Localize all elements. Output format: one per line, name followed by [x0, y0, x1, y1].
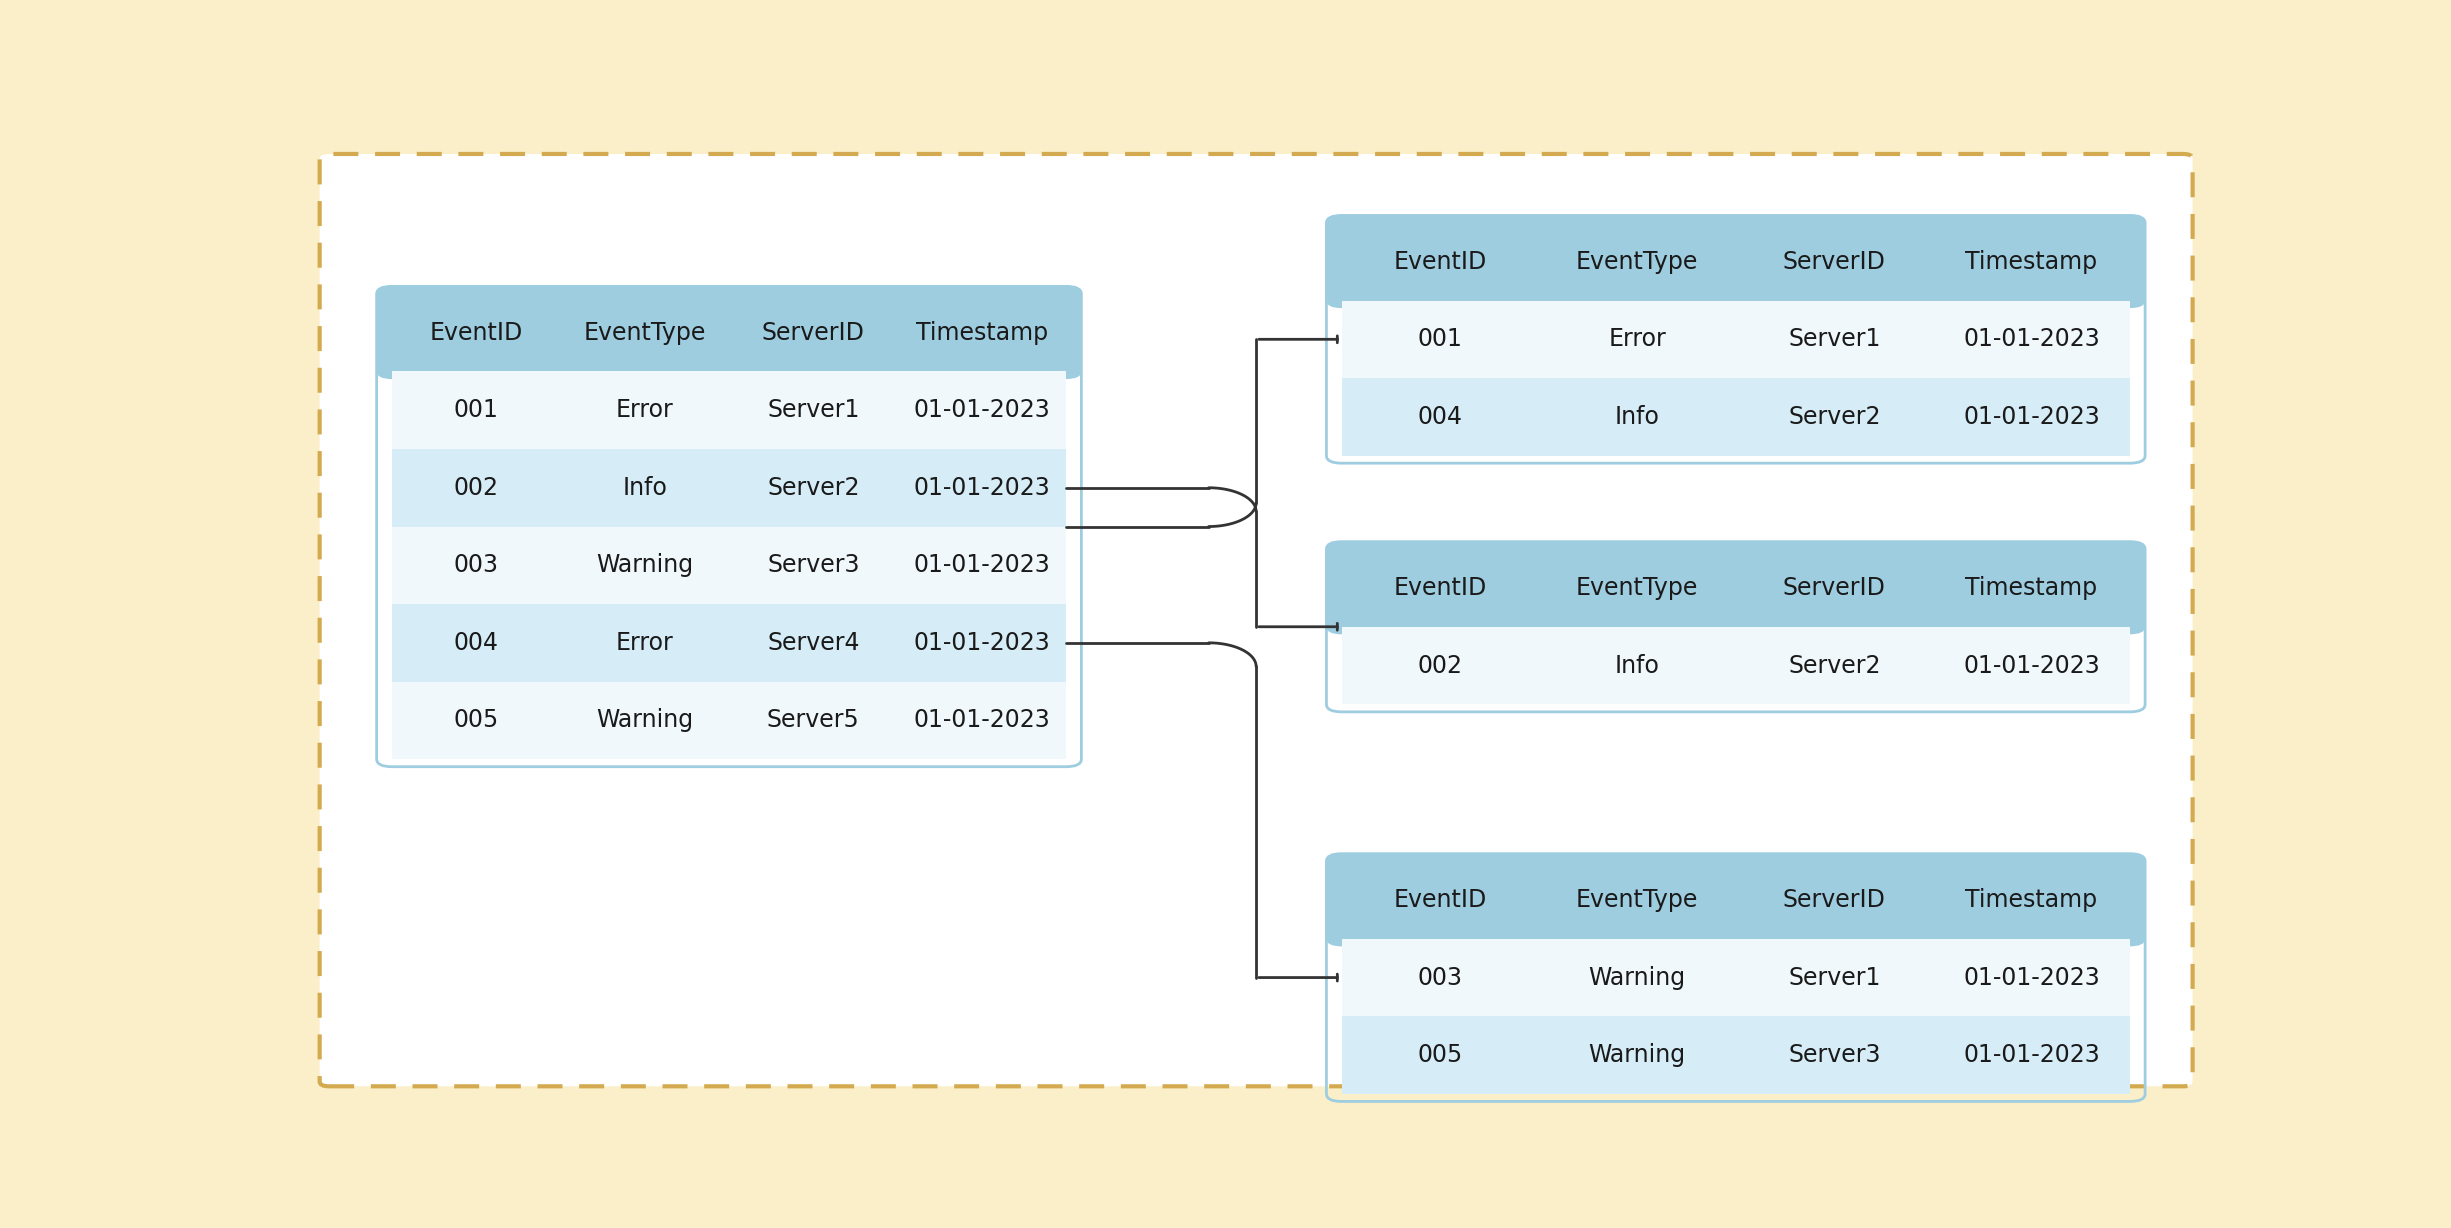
FancyBboxPatch shape [1326, 542, 2145, 635]
FancyBboxPatch shape [392, 682, 1066, 759]
Text: ServerID: ServerID [1782, 888, 1885, 912]
Text: 001: 001 [453, 398, 498, 422]
Text: Error: Error [615, 398, 674, 422]
Text: 002: 002 [453, 475, 498, 500]
Text: Info: Info [1615, 405, 1659, 429]
FancyBboxPatch shape [1341, 378, 2130, 456]
Text: Error: Error [1608, 328, 1667, 351]
Text: 01-01-2023: 01-01-2023 [1963, 653, 2101, 678]
Text: 004: 004 [453, 631, 498, 655]
Text: 01-01-2023: 01-01-2023 [1963, 1043, 2101, 1067]
FancyBboxPatch shape [1341, 301, 2130, 378]
FancyBboxPatch shape [1326, 215, 2145, 308]
Text: Server3: Server3 [1789, 1043, 1880, 1067]
Text: ServerID: ServerID [1782, 249, 1885, 274]
Text: ServerID: ServerID [1782, 576, 1885, 600]
Text: Timestamp: Timestamp [1966, 888, 2098, 912]
Text: 005: 005 [1417, 1043, 1463, 1067]
Text: EventType: EventType [1576, 888, 1699, 912]
Text: 01-01-2023: 01-01-2023 [914, 398, 1051, 422]
Text: 01-01-2023: 01-01-2023 [914, 709, 1051, 732]
FancyBboxPatch shape [1326, 853, 2145, 947]
Text: Warning: Warning [1588, 1043, 1686, 1067]
FancyBboxPatch shape [1341, 1017, 2130, 1094]
Text: Server5: Server5 [767, 709, 860, 732]
Text: EventType: EventType [583, 321, 706, 345]
Text: Server2: Server2 [1789, 653, 1880, 678]
Text: EventType: EventType [1576, 249, 1699, 274]
Text: EventType: EventType [1576, 576, 1699, 600]
Text: EventID: EventID [1395, 249, 1488, 274]
Text: 01-01-2023: 01-01-2023 [914, 631, 1051, 655]
Text: 01-01-2023: 01-01-2023 [1963, 328, 2101, 351]
Text: ServerID: ServerID [762, 321, 865, 345]
Text: 004: 004 [1417, 405, 1463, 429]
FancyBboxPatch shape [392, 604, 1066, 682]
Text: 01-01-2023: 01-01-2023 [1963, 405, 2101, 429]
Text: Server4: Server4 [767, 631, 860, 655]
Text: Error: Error [615, 631, 674, 655]
Text: 001: 001 [1417, 328, 1463, 351]
Text: Timestamp: Timestamp [917, 321, 1049, 345]
Text: Server2: Server2 [767, 475, 860, 500]
Text: 003: 003 [453, 554, 498, 577]
Text: Server1: Server1 [1789, 965, 1880, 990]
Text: Timestamp: Timestamp [1966, 576, 2098, 600]
FancyBboxPatch shape [392, 527, 1066, 604]
FancyBboxPatch shape [392, 449, 1066, 527]
Text: 01-01-2023: 01-01-2023 [1963, 965, 2101, 990]
FancyBboxPatch shape [1341, 938, 2130, 1017]
FancyBboxPatch shape [377, 286, 1081, 379]
Text: EventID: EventID [1395, 888, 1488, 912]
Text: 005: 005 [453, 709, 498, 732]
Text: 003: 003 [1417, 965, 1463, 990]
Text: 002: 002 [1417, 653, 1463, 678]
FancyBboxPatch shape [1341, 626, 2130, 705]
Text: 01-01-2023: 01-01-2023 [914, 554, 1051, 577]
Text: Warning: Warning [1588, 965, 1686, 990]
Text: 01-01-2023: 01-01-2023 [914, 475, 1051, 500]
Text: EventID: EventID [1395, 576, 1488, 600]
Text: Timestamp: Timestamp [1966, 249, 2098, 274]
Text: Server3: Server3 [767, 554, 860, 577]
FancyBboxPatch shape [319, 154, 2194, 1087]
Text: EventID: EventID [429, 321, 522, 345]
FancyBboxPatch shape [392, 371, 1066, 449]
Text: Info: Info [623, 475, 667, 500]
Text: Server1: Server1 [767, 398, 860, 422]
Text: Server2: Server2 [1789, 405, 1880, 429]
Text: Server1: Server1 [1789, 328, 1880, 351]
Text: Warning: Warning [596, 709, 694, 732]
Text: Warning: Warning [596, 554, 694, 577]
Text: Info: Info [1615, 653, 1659, 678]
